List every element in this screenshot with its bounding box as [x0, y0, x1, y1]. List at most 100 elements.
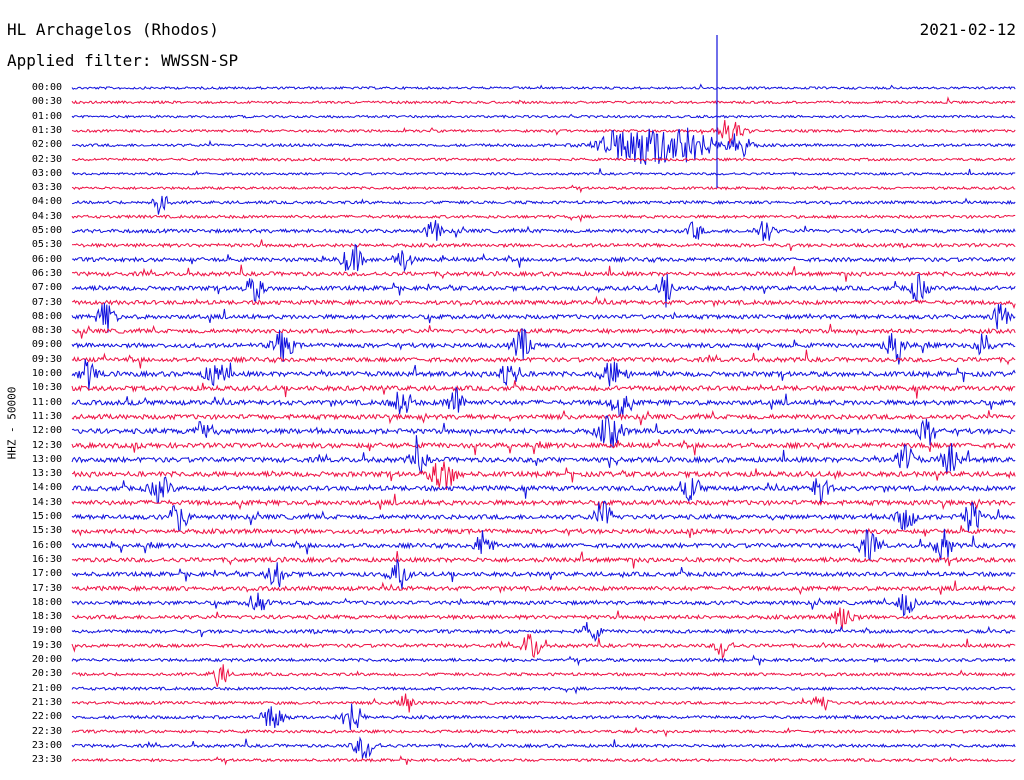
trace-row-2330: [71, 755, 1016, 766]
time-tick-label: 22:00: [31, 711, 62, 723]
time-tick-label: 16:00: [31, 539, 62, 551]
time-tick-label: 02:00: [31, 139, 62, 151]
time-tick-label: 13:00: [31, 453, 62, 465]
time-tick-label: 01:00: [31, 110, 62, 122]
trace-row-1630: [71, 551, 1016, 569]
trace-row-0330: [71, 184, 1016, 194]
time-tick-label: 05:30: [31, 239, 62, 251]
trace-row-0030: [71, 96, 1016, 105]
time-tick-label: 21:00: [31, 682, 62, 694]
trace-row-1800: [71, 592, 1016, 617]
time-tick-label: 06:00: [31, 253, 62, 265]
time-tick-label: 08:00: [31, 310, 62, 322]
time-tick-label: 03:00: [31, 167, 62, 179]
trace-row-0000: [71, 83, 1016, 91]
time-tick-label: 04:30: [31, 210, 62, 222]
trace-row-2300: [71, 736, 1016, 759]
time-tick-label: 18:30: [31, 611, 62, 623]
trace-row-0900: [71, 328, 1016, 365]
time-tick-label: 08:30: [31, 325, 62, 337]
time-tick-label: 19:30: [31, 639, 62, 651]
station-title: HL Archagelos (Rhodos): [7, 20, 219, 39]
time-tick-label: 21:30: [31, 696, 62, 708]
trace-row-2200: [71, 703, 1016, 730]
time-tick-label: 10:30: [31, 382, 62, 394]
trace-row-0400: [71, 195, 1016, 215]
trace-row-1500: [71, 500, 1016, 532]
trace-row-1300: [71, 435, 1016, 474]
time-tick-label: 12:30: [31, 439, 62, 451]
time-tick-label: 14:00: [31, 482, 62, 494]
time-tick-label: 14:30: [31, 496, 62, 508]
trace-row-0300: [71, 168, 1016, 176]
time-tick-label: 23:00: [31, 739, 62, 751]
trace-row-1900: [71, 622, 1016, 643]
trace-row-1430: [71, 493, 1016, 511]
trace-row-0800: [71, 302, 1016, 333]
trace-row-0700: [71, 273, 1016, 308]
trace-row-1030: [71, 380, 1016, 399]
time-tick-label: 15:00: [31, 511, 62, 522]
trace-row-0630: [71, 264, 1016, 282]
trace-row-0200: [71, 127, 1016, 165]
time-tick-label: 05:00: [31, 225, 62, 236]
filter-label: Applied filter: WWSSN-SP: [7, 51, 239, 70]
trace-row-2030: [71, 664, 1016, 687]
trace-row-1830: [71, 607, 1016, 630]
trace-row-1130: [71, 409, 1016, 426]
time-tick-label: 00:30: [31, 96, 62, 108]
time-tick-label: 09:00: [31, 339, 62, 351]
trace-row-2100: [71, 686, 1016, 695]
time-tick-label: 10:00: [31, 368, 62, 379]
trace-row-0500: [71, 220, 1016, 242]
trace-row-0100: [71, 113, 1016, 119]
trace-row-1230: [71, 439, 1016, 456]
time-tick-label: 01:30: [31, 124, 62, 136]
trace-row-1530: [71, 525, 1016, 538]
trace-row-1100: [71, 386, 1016, 418]
trace-row-2130: [71, 693, 1016, 713]
trace-row-0830: [71, 323, 1016, 339]
trace-row-1330: [72, 461, 1016, 491]
trace-row-1930: [71, 633, 1016, 660]
trace-row-0600: [71, 243, 1016, 273]
trace-row-0130: [71, 119, 1016, 144]
trace-row-0230: [71, 157, 1016, 162]
time-tick-label: 07:00: [31, 282, 62, 294]
time-tick-label: 13:30: [31, 468, 62, 480]
time-tick-label: 03:30: [31, 182, 62, 194]
time-tick-label: 02:30: [31, 153, 62, 165]
time-tick-label: 18:00: [31, 596, 62, 608]
trace-row-1730: [71, 580, 1016, 596]
date-label: 2021-02-12: [919, 20, 1016, 39]
time-tick-label: 22:30: [31, 725, 62, 737]
trace-row-0930: [71, 349, 1016, 369]
time-tick-label: 11:30: [31, 410, 62, 422]
time-tick-label: 20:00: [31, 654, 62, 665]
trace-row-2230: [71, 726, 1016, 738]
trace-row-0730: [71, 295, 1016, 310]
time-tick-label: 17:30: [31, 582, 62, 594]
trace-row-2000: [71, 654, 1016, 667]
time-tick-label: 00:00: [31, 82, 62, 93]
trace-row-0430: [71, 214, 1016, 223]
time-tick-label: 19:00: [31, 625, 62, 637]
time-tick-label: 16:30: [31, 553, 62, 565]
trace-row-1200: [71, 415, 1016, 448]
trace-row-1400: [71, 476, 1016, 505]
time-tick-label: 04:00: [31, 196, 62, 208]
time-tick-label: 17:00: [31, 568, 62, 580]
time-tick-label: 12:00: [31, 425, 62, 437]
trace-row-1600: [71, 528, 1016, 562]
time-tick-label: 06:30: [31, 267, 62, 279]
trace-row-1000: [71, 359, 1016, 390]
time-tick-label: 07:30: [31, 296, 62, 308]
time-tick-label: 09:30: [31, 353, 62, 365]
time-tick-label: 23:30: [31, 754, 62, 766]
time-tick-label: 15:30: [31, 525, 62, 537]
trace-row-0530: [71, 239, 1016, 252]
time-tick-label: 11:00: [31, 396, 62, 408]
time-tick-label: 20:30: [31, 668, 62, 680]
trace-row-1700: [71, 559, 1016, 590]
